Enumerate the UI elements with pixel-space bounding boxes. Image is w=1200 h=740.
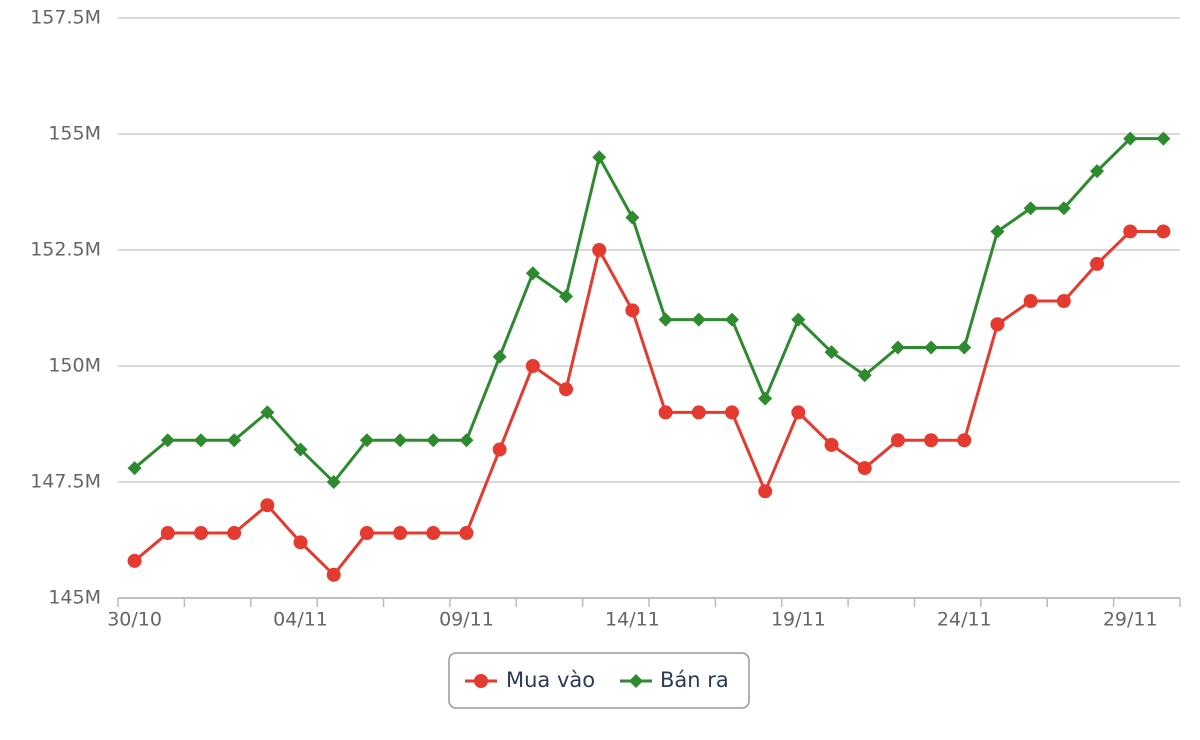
point [1090, 256, 1105, 271]
point [857, 368, 872, 383]
legend-marker [474, 674, 488, 688]
point [426, 526, 441, 541]
point [924, 340, 939, 355]
point [1023, 294, 1038, 309]
point [791, 312, 806, 327]
point [990, 224, 1005, 239]
point [890, 340, 905, 355]
point [824, 345, 839, 360]
point [724, 312, 739, 327]
point [293, 535, 308, 550]
point [658, 405, 673, 420]
legend-label: Mua vào [506, 668, 595, 692]
point [592, 150, 607, 165]
point [625, 210, 640, 225]
point [525, 266, 540, 281]
point [758, 391, 773, 406]
point [393, 433, 408, 448]
point [492, 349, 507, 364]
y-tick-label: 155M [48, 123, 101, 145]
point [990, 317, 1005, 332]
point [193, 433, 208, 448]
point [957, 340, 972, 355]
point [260, 498, 275, 513]
point [1123, 224, 1138, 239]
point [559, 289, 574, 304]
legend-marker [629, 674, 643, 688]
point [227, 433, 242, 448]
point [160, 433, 175, 448]
point [227, 526, 242, 541]
legend-box [448, 652, 750, 709]
point [193, 526, 208, 541]
x-tick-label: 19/11 [771, 609, 826, 631]
point [1056, 294, 1071, 309]
legend-label: Bán ra [660, 668, 729, 692]
point [592, 243, 607, 257]
point [691, 312, 706, 327]
point [359, 526, 374, 541]
point [758, 484, 773, 499]
point [160, 526, 175, 541]
point [1056, 201, 1071, 216]
point [426, 433, 441, 448]
y-tick-label: 147.5M [30, 471, 101, 493]
point [1156, 224, 1171, 239]
point [260, 405, 275, 420]
point [525, 359, 540, 373]
y-tick-label: 157.5M [30, 7, 101, 29]
point [890, 433, 905, 448]
x-tick-label: 29/11 [1103, 609, 1158, 631]
point [559, 382, 574, 397]
point [326, 567, 341, 582]
point [791, 405, 806, 420]
series-line [133, 137, 1164, 485]
x-tick-label: 24/11 [937, 609, 992, 631]
x-tick-label: 09/11 [439, 609, 494, 631]
series-line [133, 229, 1164, 578]
point [326, 475, 341, 489]
point [1156, 131, 1171, 146]
point [658, 312, 673, 327]
point [724, 405, 739, 420]
y-tick-label: 150M [48, 355, 101, 377]
point [1090, 164, 1105, 179]
point [459, 526, 474, 541]
point [127, 461, 142, 476]
point [857, 461, 872, 476]
point [393, 526, 408, 541]
x-tick-label: 04/11 [273, 609, 328, 631]
point [691, 405, 706, 420]
y-tick-label: 152.5M [30, 239, 101, 261]
point [957, 433, 972, 448]
point [359, 433, 374, 448]
point [824, 437, 839, 452]
point [127, 553, 142, 568]
point [293, 442, 308, 457]
point [492, 442, 507, 457]
point [625, 303, 640, 318]
x-tick-label: 30/10 [107, 609, 162, 631]
x-tick-label: 14/11 [605, 609, 660, 631]
point [924, 433, 939, 448]
point [459, 433, 474, 448]
point [1123, 131, 1138, 146]
point [1023, 201, 1038, 216]
y-tick-label: 145M [48, 587, 101, 609]
